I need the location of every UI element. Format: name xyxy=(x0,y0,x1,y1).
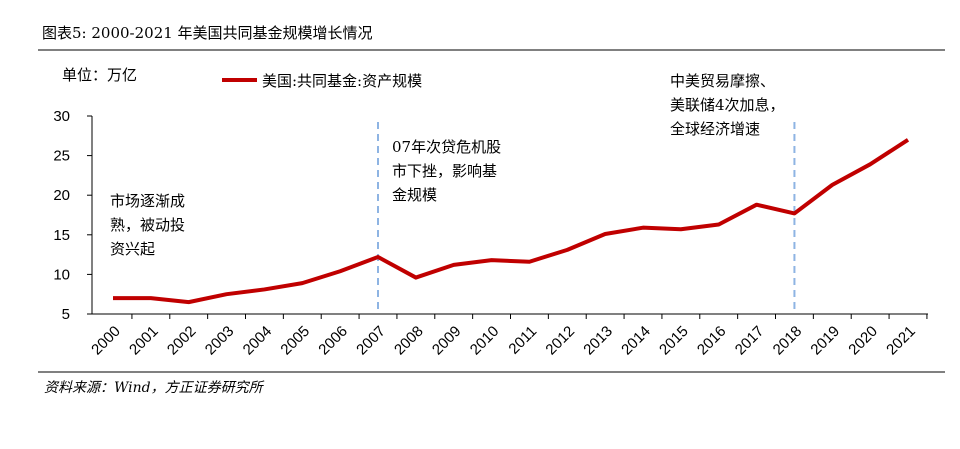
x-tick-label: 2010 xyxy=(467,323,503,359)
annotation: 07年次贷危机股 xyxy=(392,138,501,156)
series-line xyxy=(113,138,910,305)
x-tick-label: 2020 xyxy=(845,323,881,359)
x-tick-label: 2004 xyxy=(240,323,276,359)
x-tick-label: 2021 xyxy=(883,323,919,359)
y-tick-label: 20 xyxy=(53,187,70,204)
x-tick-label: 2009 xyxy=(429,323,465,359)
annotation: 美联储4次加息， xyxy=(670,96,785,114)
x-tick-label: 2005 xyxy=(277,323,313,359)
annotation: 市场逐渐成 xyxy=(110,192,185,210)
x-tick-label: 2016 xyxy=(694,323,730,359)
annotation: 金规模 xyxy=(392,186,437,204)
x-tick-label: 2001 xyxy=(126,323,162,359)
x-tick-label: 2011 xyxy=(505,323,540,358)
x-tick-label: 2003 xyxy=(202,323,238,359)
x-tick-label: 2006 xyxy=(315,323,351,359)
x-tick-label: 2012 xyxy=(542,323,578,359)
legend-label: 美国:共同基金:资产规模 xyxy=(262,72,422,90)
annotation: 熟，被动投 xyxy=(110,216,185,234)
x-tick-label: 2015 xyxy=(656,323,692,359)
x-tick-label: 2019 xyxy=(807,323,843,359)
x-tick-label: 2002 xyxy=(164,323,200,359)
x-tick-label: 2013 xyxy=(580,323,616,359)
annotation: 资兴起 xyxy=(110,240,155,258)
source: 资料来源：Wind，方正证券研究所 xyxy=(44,380,265,396)
chart-title: 图表5: 2000-2021 年美国共同基金规模增长情况 xyxy=(42,24,373,42)
x-tick-label: 2017 xyxy=(732,323,768,359)
y-tick-label: 30 xyxy=(53,108,70,125)
x-tick-label: 2000 xyxy=(88,323,124,359)
y-tick-label: 25 xyxy=(53,148,70,165)
annotation: 中美贸易摩擦、 xyxy=(670,72,775,90)
x-tick-label: 2008 xyxy=(391,323,427,359)
annotation: 全球经济增速 xyxy=(670,120,760,138)
annotation: 市下挫，影响基 xyxy=(392,162,497,180)
x-tick-label: 2007 xyxy=(353,323,389,359)
x-tick-label: 2018 xyxy=(770,323,806,359)
x-tick-label: 2014 xyxy=(618,323,654,359)
y-tick-label: 15 xyxy=(53,227,70,244)
y-tick-label: 5 xyxy=(62,306,70,323)
y-tick-label: 10 xyxy=(53,266,70,283)
unit-label: 单位：万亿 xyxy=(62,66,137,84)
